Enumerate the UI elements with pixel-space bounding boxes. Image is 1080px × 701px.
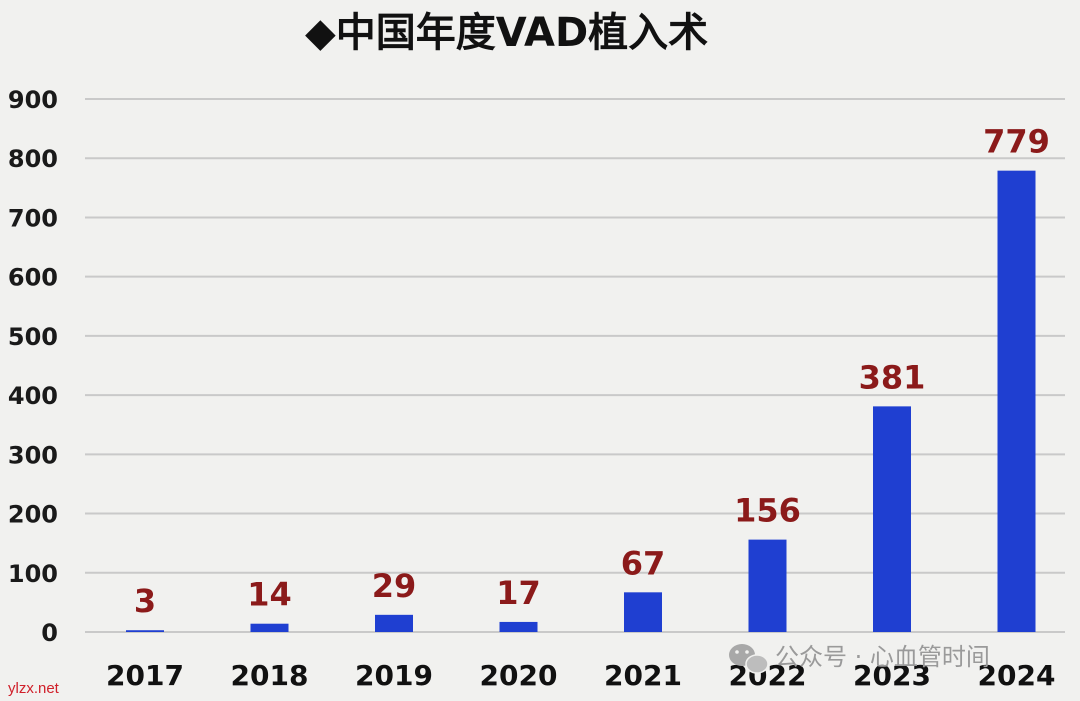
- y-tick-label: 300: [8, 441, 58, 469]
- data-label: 14: [247, 576, 292, 614]
- data-label: 381: [859, 358, 926, 396]
- bar: [873, 406, 911, 632]
- y-tick-label: 900: [8, 86, 58, 114]
- data-label: 29: [372, 567, 417, 605]
- y-tick-label: 600: [8, 264, 58, 292]
- y-tick-label: 800: [8, 145, 58, 173]
- data-label: 779: [983, 123, 1050, 161]
- y-tick-label: 700: [8, 204, 58, 232]
- bar: [375, 614, 413, 632]
- data-label: 17: [496, 574, 541, 612]
- chart-title: ◆中国年度VAD植入术: [305, 10, 708, 56]
- y-tick-label: 400: [8, 382, 58, 410]
- y-tick-label: 0: [41, 619, 58, 647]
- wechat-icon: [729, 644, 769, 674]
- bar: [250, 623, 289, 632]
- y-tick-label: 100: [8, 560, 58, 588]
- x-tick-label: 2020: [480, 659, 558, 692]
- site-label: ylzx.net: [8, 680, 60, 697]
- x-axis: 2017 2018 2019 2020 2021 2022 2023 2024: [106, 659, 1055, 692]
- data-labels: 3 14 29 17 67 156 381 779: [134, 123, 1050, 621]
- bar: [748, 539, 787, 632]
- data-label: 67: [621, 544, 666, 582]
- bar: [499, 621, 538, 632]
- x-tick-label: 2019: [355, 659, 433, 692]
- data-label: 3: [134, 582, 156, 620]
- x-tick-label: 2023: [853, 659, 931, 692]
- x-tick-label: 2017: [106, 659, 184, 692]
- bars: [126, 170, 1036, 633]
- bar: [624, 592, 662, 632]
- y-tick-label: 500: [8, 323, 58, 351]
- data-label: 156: [734, 492, 801, 530]
- grid: [85, 98, 1065, 633]
- bar: [997, 170, 1036, 633]
- y-axis: 0 100 200 300 400 500 600 700 800 900: [8, 86, 58, 647]
- x-tick-label: 2018: [231, 659, 309, 692]
- bar: [126, 630, 164, 632]
- x-tick-label: 2021: [604, 659, 682, 692]
- y-tick-label: 200: [8, 501, 58, 529]
- watermark-text: 公众号 · 心血管时间: [775, 643, 990, 671]
- x-tick-label: 2024: [978, 659, 1056, 692]
- watermark: 公众号 · 心血管时间: [729, 643, 990, 674]
